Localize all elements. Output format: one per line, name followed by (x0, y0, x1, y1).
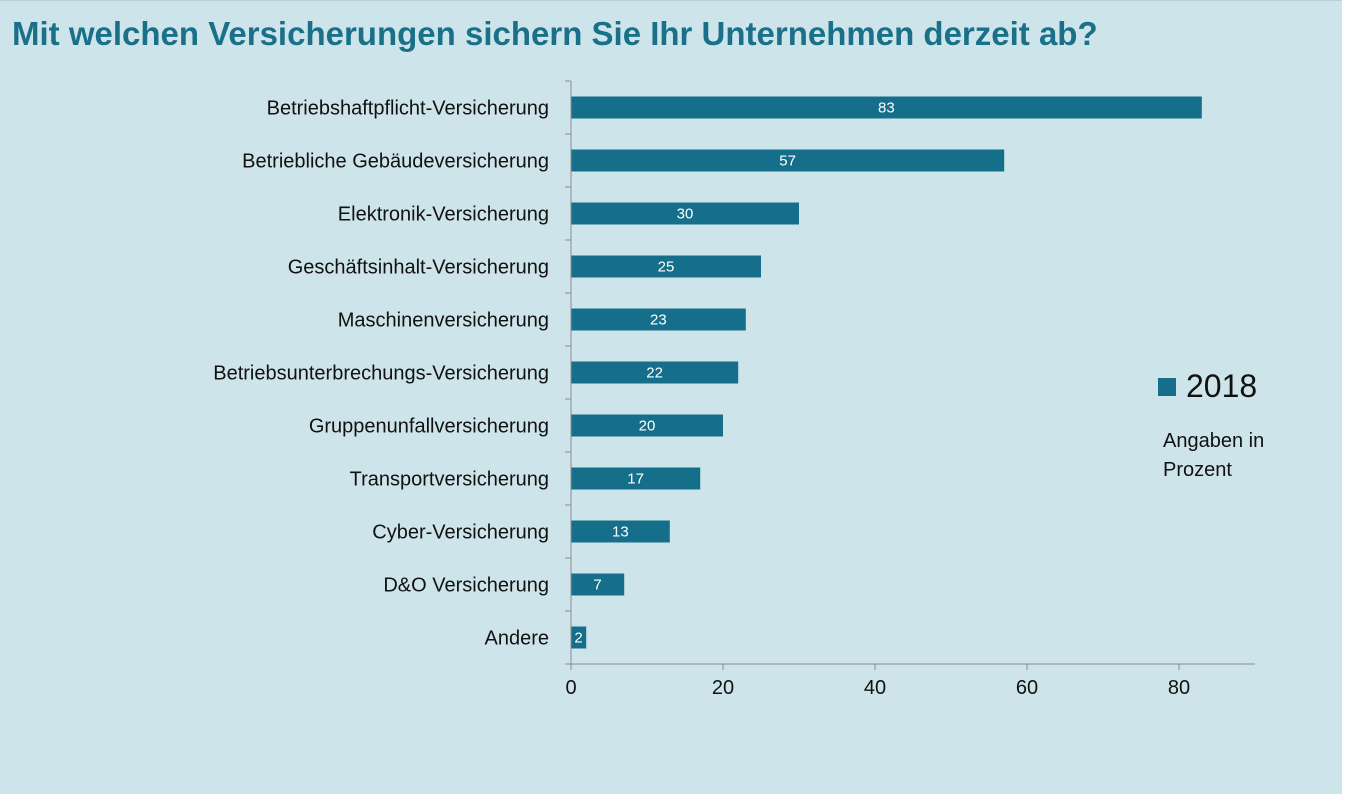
labels-layer: 83 Betriebshaftpflicht-Versicherung 57 Betr… (213, 98, 1190, 700)
category-label: Betriebshaftpflicht-Versicherung (267, 98, 549, 120)
category-label: Cyber-Versicherung (372, 522, 549, 544)
bar-value-label: 30 (677, 206, 694, 223)
bar (571, 467, 701, 490)
category-label: D&O Versicherung (383, 575, 549, 597)
bar-value-label: 7 (593, 577, 601, 594)
bars-layer (571, 96, 1202, 649)
bar (571, 308, 746, 331)
category-label: Betriebsunterbrechungs-Versicherung (213, 363, 549, 385)
bar (571, 96, 1202, 119)
legend: 2018 Angaben in Prozent (1158, 368, 1264, 481)
legend-label: 2018 (1186, 368, 1257, 404)
bar-value-label: 25 (658, 259, 675, 276)
category-label: Andere (485, 628, 550, 650)
bar-value-label: 57 (779, 153, 796, 170)
x-tick-label: 20 (712, 677, 734, 699)
x-tick-label: 40 (864, 677, 886, 699)
category-label: Transportversicherung (350, 469, 549, 491)
bar-value-label: 20 (639, 418, 656, 435)
bar (571, 414, 723, 437)
legend-swatch (1158, 378, 1176, 396)
chart-title: Mit welchen Versicherungen sichern Sie I… (12, 15, 1098, 52)
category-label: Geschäftsinhalt-Versicherung (288, 257, 549, 279)
bar-value-label: 23 (650, 312, 667, 329)
bar-value-label: 83 (878, 100, 895, 117)
category-label: Maschinenversicherung (338, 310, 549, 332)
x-tick-label: 80 (1168, 677, 1190, 699)
note-text-line-2: Prozent (1163, 459, 1232, 481)
bar-value-label: 13 (612, 524, 629, 541)
category-label: Betriebliche Gebäudeversicherung (242, 151, 549, 173)
x-tick-label: 0 (565, 677, 576, 699)
bar (571, 520, 670, 543)
bar (571, 361, 739, 384)
bar (571, 573, 625, 596)
x-tick-label: 60 (1016, 677, 1038, 699)
axes-layer (565, 80, 1255, 670)
category-label: Elektronik-Versicherung (338, 204, 549, 226)
bar (571, 626, 587, 649)
bar-value-label: 22 (646, 365, 663, 382)
bar (571, 149, 1005, 172)
category-label: Gruppenunfallversicherung (309, 416, 549, 438)
bar (571, 202, 799, 225)
bar (571, 255, 761, 278)
bar-value-label: 2 (574, 630, 582, 647)
note-text-line-1: Angaben in (1163, 430, 1264, 452)
bar-value-label: 17 (627, 471, 644, 488)
